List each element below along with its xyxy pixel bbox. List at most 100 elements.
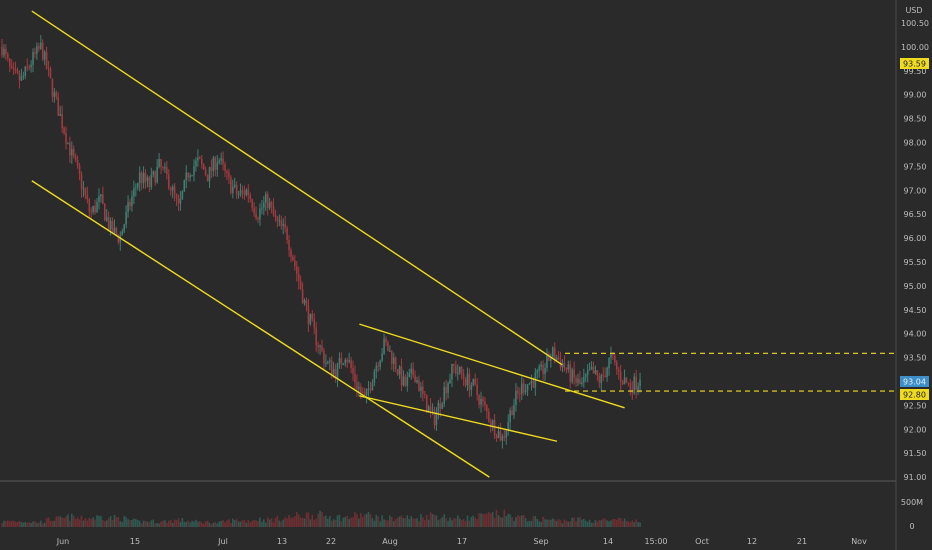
candle-body: [555, 357, 558, 360]
volume-bar: [280, 521, 283, 527]
trendline[interactable]: [31, 180, 490, 478]
volume-bar: [462, 519, 465, 527]
volume-bar: [131, 519, 133, 527]
volume-bar: [371, 518, 374, 527]
candle-body: [26, 66, 29, 68]
candle-body: [544, 367, 546, 375]
volume-bar: [282, 519, 285, 527]
volume-bar: [412, 518, 414, 527]
candle-body: [177, 198, 180, 204]
candle-body: [540, 364, 542, 367]
volume-bar: [497, 515, 500, 527]
candle-body: [598, 375, 601, 384]
volume-bar: [90, 518, 93, 527]
volume-bar: [69, 520, 71, 527]
volume-bar: [160, 521, 162, 527]
volume-bar: [394, 519, 397, 527]
volume-bar: [480, 513, 482, 527]
volume-bar: [439, 518, 442, 527]
candle-body: [175, 194, 178, 199]
candle-body: [615, 362, 618, 370]
candle-body: [266, 193, 269, 209]
trendline[interactable]: [31, 10, 563, 366]
candle-body: [16, 70, 19, 73]
candle-body: [416, 380, 418, 383]
candle-body: [625, 377, 628, 383]
volume-bar: [53, 520, 56, 527]
candle-body: [57, 96, 60, 116]
candle-body: [45, 51, 48, 69]
volume-bar: [495, 509, 498, 527]
volume-bar: [216, 523, 219, 527]
volume-bar: [138, 520, 141, 527]
candle-body: [220, 158, 222, 161]
candle-body: [204, 169, 207, 175]
volume-bar: [614, 518, 616, 527]
volume-bar: [637, 522, 639, 527]
volume-bar: [402, 518, 405, 527]
candle-body: [117, 234, 120, 243]
candle-body: [422, 386, 424, 395]
candle-body: [522, 383, 525, 393]
candle-body: [586, 369, 589, 375]
candle-body: [263, 202, 265, 208]
volume-bar: [573, 517, 575, 527]
candle-body: [187, 172, 189, 178]
volume-bar: [113, 514, 116, 527]
candle-body: [100, 194, 102, 197]
volume-bar: [88, 517, 91, 527]
candle-body: [377, 365, 380, 367]
volume-bar: [158, 523, 160, 527]
volume-bar: [532, 516, 535, 527]
candle-body: [123, 224, 125, 232]
volume-bar: [612, 518, 614, 527]
candle-body: [249, 195, 252, 200]
x-axis[interactable]: Jun 15 Jul 13 22 Aug 17 Sep 14 15:00 Oct 12 21 Nov: [56, 537, 867, 546]
candle-body: [486, 405, 488, 412]
volume-bar: [189, 522, 191, 527]
volume-bar: [150, 520, 153, 527]
x-tick-label: 22: [326, 537, 336, 546]
candle-body: [435, 412, 438, 426]
volume-bar: [72, 515, 75, 527]
candle-body: [410, 368, 413, 374]
volume-bar: [121, 521, 124, 527]
volume-bar: [423, 520, 426, 527]
volume-bar: [313, 519, 316, 527]
volume-bar: [391, 517, 393, 527]
volume-bar: [284, 517, 286, 527]
volume-bar: [272, 522, 275, 527]
currency-label: USD: [905, 6, 922, 15]
volume-bar: [111, 519, 114, 527]
trendline[interactable]: [359, 323, 625, 409]
y-tick-label: 94.00: [904, 330, 927, 339]
volume-bar: [550, 519, 552, 527]
volume-bar: [367, 511, 370, 527]
y-axis[interactable]: 100.50 100.00 99.50 99.00 98.50 98.00 97.50 97.…: [901, 19, 929, 482]
trendline[interactable]: [359, 395, 558, 442]
volume-bar: [61, 517, 63, 527]
volume-bar: [222, 520, 224, 527]
volume-bar: [629, 522, 632, 527]
volume-bar: [584, 520, 587, 527]
volume-bar: [604, 518, 606, 527]
candle-body: [67, 142, 69, 144]
x-tick-label: Nov: [851, 537, 867, 546]
candle-body: [235, 184, 238, 195]
candle-body: [259, 208, 261, 220]
volume-bar: [3, 520, 5, 527]
volume-bar: [524, 518, 527, 527]
candle-body: [111, 220, 114, 233]
candle-body: [63, 127, 65, 134]
candle-body: [449, 379, 451, 384]
volume-bar: [164, 520, 166, 527]
x-tick-label: 17: [457, 537, 467, 546]
candle-body: [612, 353, 614, 356]
volume-bar: [484, 513, 486, 527]
candle-body: [588, 369, 591, 371]
candle-body: [509, 410, 511, 423]
volume-bar: [610, 520, 612, 527]
candle-body: [330, 360, 333, 375]
candle-body: [179, 198, 182, 204]
